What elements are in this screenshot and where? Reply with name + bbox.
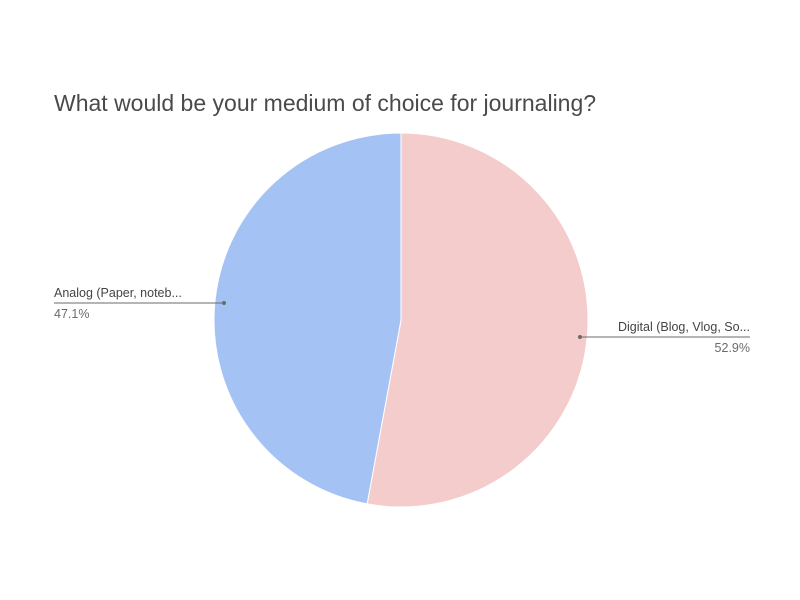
slice-label-digital: Digital (Blog, Vlog, So...: [618, 320, 750, 334]
slice-percent-analog: 47.1%: [54, 307, 89, 321]
slice-label-group-digital: Digital (Blog, Vlog, So... 52.9%: [578, 320, 750, 355]
pie-slice-analog: [213, 132, 402, 505]
slice-label-analog: Analog (Paper, noteb...: [54, 286, 182, 300]
slice-label-group-analog: Analog (Paper, noteb... 47.1%: [54, 286, 226, 321]
leader-dot-analog: [222, 301, 226, 305]
pie-slices: [213, 132, 589, 508]
slice-percent-digital: 52.9%: [715, 341, 750, 355]
leader-dot-digital: [578, 335, 582, 339]
chart-title: What would be your medium of choice for …: [54, 90, 597, 116]
